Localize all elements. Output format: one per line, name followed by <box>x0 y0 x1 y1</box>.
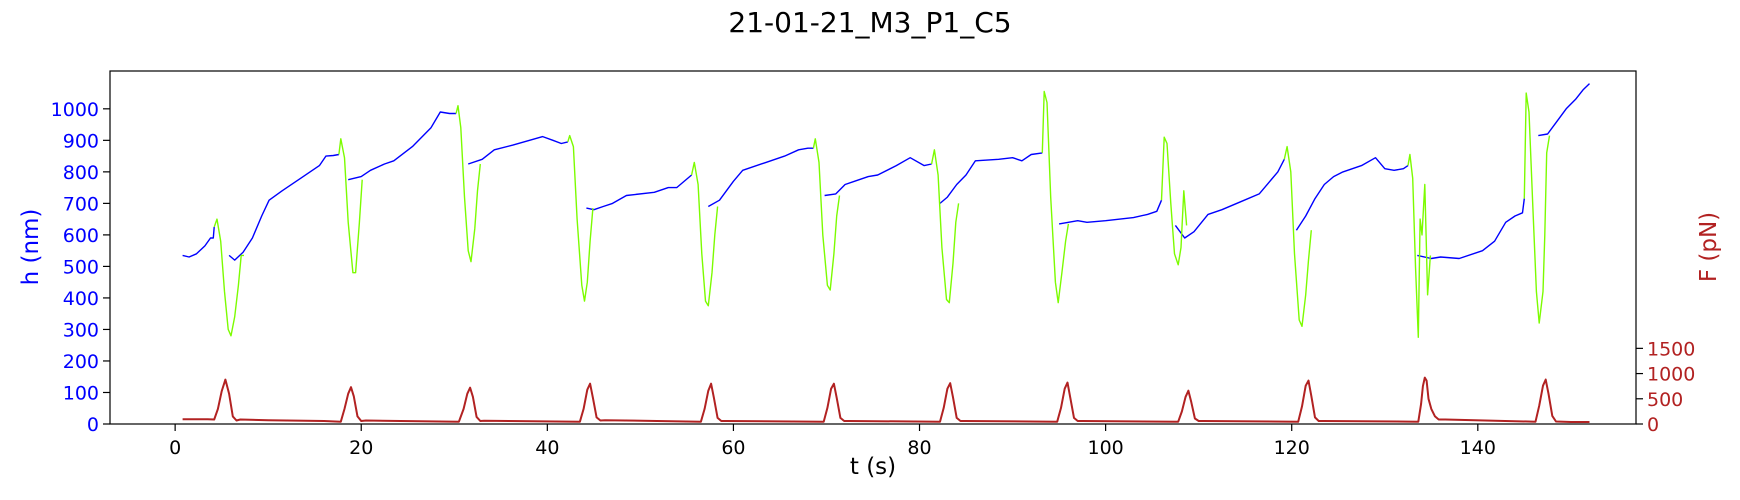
left-y-tick-label: 100 <box>63 382 99 404</box>
force-line <box>182 376 1590 423</box>
right-y-tick-label: 1000 <box>1647 364 1695 386</box>
height-baseline-line <box>1538 83 1590 137</box>
height-pulse-line <box>338 138 363 274</box>
height-baseline-line <box>707 147 814 208</box>
height-baseline-line <box>1417 198 1525 260</box>
x-tick-label: 140 <box>1460 437 1496 459</box>
height-baseline-line <box>586 174 693 211</box>
x-tick-label: 60 <box>721 437 745 459</box>
height-baseline-line <box>1295 156 1409 231</box>
right-y-axis: 0 500 1000 1500 <box>1636 338 1695 436</box>
left-y-tick-label: 200 <box>63 351 99 373</box>
height-pulse-line <box>1041 90 1070 304</box>
height-pulse-line <box>1523 92 1551 324</box>
series-layer <box>182 83 1590 423</box>
left-y-tick-label: 800 <box>63 162 99 184</box>
x-axis: 0 20 40 60 80 100 120 140 <box>169 424 1496 459</box>
x-tick-label: 40 <box>535 437 559 459</box>
right-y-tick-label: 500 <box>1647 389 1683 411</box>
height-baseline-line <box>939 152 1043 204</box>
left-y-tick-label: 0 <box>87 414 99 436</box>
height-pulse-line <box>213 218 244 337</box>
left-y-axis-label: h (nm) <box>18 209 44 286</box>
x-tick-label: 120 <box>1274 437 1310 459</box>
left-y-tick-label: 500 <box>63 256 99 278</box>
height-baseline-line <box>1174 158 1285 239</box>
x-tick-label: 20 <box>349 437 373 459</box>
right-y-tick-label: 0 <box>1647 414 1659 436</box>
height-baseline-line <box>467 135 568 165</box>
plot-area-frame <box>109 70 1637 425</box>
height-baseline-line <box>228 153 340 261</box>
height-baseline-line <box>824 156 932 197</box>
x-axis-label: t (s) <box>850 454 896 480</box>
height-pulse-line <box>690 161 719 307</box>
height-baseline-line <box>1058 199 1163 225</box>
height-pulse-line <box>1160 136 1188 266</box>
x-tick-label: 0 <box>169 437 181 459</box>
left-y-tick-label: 1000 <box>51 99 99 121</box>
chart-title: 21-01-21_M3_P1_C5 <box>728 6 1011 39</box>
right-y-tick-label: 1500 <box>1647 338 1695 360</box>
left-y-tick-label: 700 <box>63 193 99 215</box>
left-y-tick-label: 900 <box>63 130 99 152</box>
right-y-axis-label: F (pN) <box>1696 212 1722 282</box>
height-baseline-line <box>348 111 457 181</box>
height-pulse-line <box>1283 145 1312 327</box>
left-y-tick-label: 400 <box>63 288 99 310</box>
x-tick-label: 100 <box>1087 437 1123 459</box>
x-tick-label: 80 <box>907 437 931 459</box>
left-y-axis: 0 100 200 300 400 500 600 700 800 900 1000 <box>51 99 110 436</box>
height-pulse-line <box>1407 153 1432 338</box>
height-pulse-line <box>567 134 594 302</box>
height-pulse-line <box>930 149 960 304</box>
height-pulse-line <box>455 104 481 263</box>
left-y-tick-label: 300 <box>63 319 99 341</box>
left-y-tick-label: 600 <box>63 225 99 247</box>
height-pulse-line <box>812 138 841 291</box>
height-baseline-line <box>182 226 215 258</box>
